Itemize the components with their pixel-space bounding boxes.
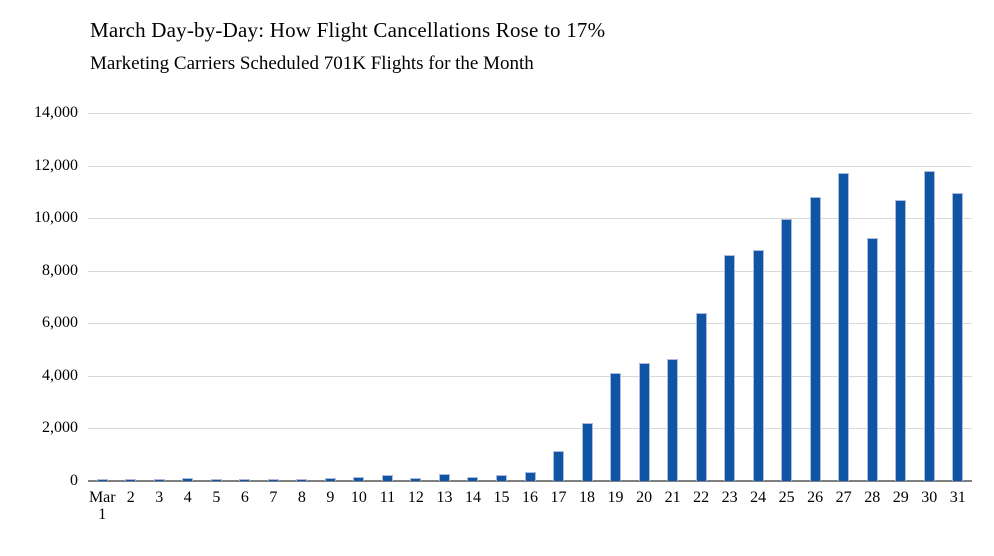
gridline (88, 218, 972, 220)
bar (353, 476, 365, 481)
bar (381, 474, 393, 481)
x-tick-label: 3 (155, 489, 164, 506)
x-axis-labels: Mar 1 2 3 4 5 6 7 8 9 10 11 12 13 14 15 16 17 18 19 20 21 22 2… (88, 489, 972, 539)
gridline (88, 113, 972, 114)
chart-subtitle: Marketing Carriers Scheduled 701K Flight… (90, 53, 534, 74)
y-tick-label: 6,000 (42, 314, 78, 332)
bar (125, 479, 137, 481)
bar (553, 450, 565, 481)
bar (210, 479, 222, 481)
x-tick-label: 21 (664, 489, 681, 506)
gridline (88, 375, 972, 377)
y-axis-labels: 0 2,000 4,000 6,000 8,000 10,000 12,000 14,000 (0, 104, 78, 489)
bar (610, 373, 622, 481)
x-tick-label: 31 (949, 489, 966, 506)
bar (153, 479, 165, 481)
bar (410, 477, 422, 481)
bar (809, 197, 821, 481)
bar (923, 170, 935, 481)
y-tick-label: 12,000 (34, 156, 78, 174)
bar (296, 479, 308, 481)
x-tick-label: 26 (807, 489, 824, 506)
bar (267, 479, 279, 481)
bar (724, 254, 736, 481)
x-tick-label: 30 (921, 489, 938, 506)
x-tick-label: 25 (778, 489, 795, 506)
bar (581, 423, 593, 481)
bar (495, 475, 507, 481)
x-tick-label: 28 (864, 489, 881, 506)
x-tick-label: 4 (183, 489, 192, 506)
x-tick-label: 7 (269, 489, 278, 506)
x-tick-label: 27 (835, 489, 852, 506)
bar (695, 312, 707, 481)
x-tick-label: 13 (436, 489, 453, 506)
bar (524, 471, 536, 481)
bar (239, 479, 251, 481)
gridline (88, 323, 972, 325)
bar (638, 362, 650, 481)
bar (952, 193, 964, 481)
x-tick-label: 22 (693, 489, 710, 506)
x-tick-label: 11 (379, 489, 396, 506)
gridline (88, 165, 972, 167)
x-tick-label: 15 (493, 489, 510, 506)
bar (895, 199, 907, 481)
x-tick-label: 9 (326, 489, 335, 506)
x-tick-label: 29 (892, 489, 909, 506)
bar (781, 219, 793, 481)
x-tick-label: 14 (464, 489, 481, 506)
gridline (88, 428, 972, 430)
y-tick-label: 2,000 (42, 419, 78, 437)
bar (467, 476, 479, 481)
bar (438, 473, 450, 481)
x-tick-label: 23 (721, 489, 738, 506)
bar (838, 173, 850, 481)
x-tick-label: 19 (607, 489, 624, 506)
x-axis-line (88, 480, 972, 482)
bar (752, 249, 764, 481)
x-tick-label: 16 (522, 489, 538, 506)
x-tick-label: 12 (407, 489, 424, 506)
y-tick-label: 0 (70, 472, 78, 489)
bar (182, 477, 194, 481)
y-tick-label: 14,000 (34, 104, 78, 121)
y-tick-label: 8,000 (42, 261, 78, 279)
x-tick-label: 10 (350, 489, 367, 506)
x-tick-label: Mar 1 (88, 489, 116, 523)
bar (866, 237, 878, 481)
y-tick-label: 10,000 (34, 209, 78, 227)
x-tick-label: 17 (550, 489, 567, 506)
x-tick-label: 6 (240, 489, 249, 506)
x-tick-label: 18 (579, 489, 596, 506)
x-tick-label: 20 (636, 489, 653, 506)
y-tick-label: 4,000 (42, 366, 78, 384)
x-tick-label: 24 (750, 489, 767, 506)
x-tick-label: 5 (212, 489, 221, 506)
x-tick-label: 2 (126, 489, 135, 506)
bar (667, 358, 679, 481)
bar (324, 478, 336, 481)
bar (96, 479, 108, 481)
plot-area (88, 113, 972, 482)
x-tick-label: 8 (297, 489, 306, 506)
chart-title: March Day-by-Day: How Flight Cancellatio… (90, 18, 606, 42)
gridline (88, 270, 972, 272)
